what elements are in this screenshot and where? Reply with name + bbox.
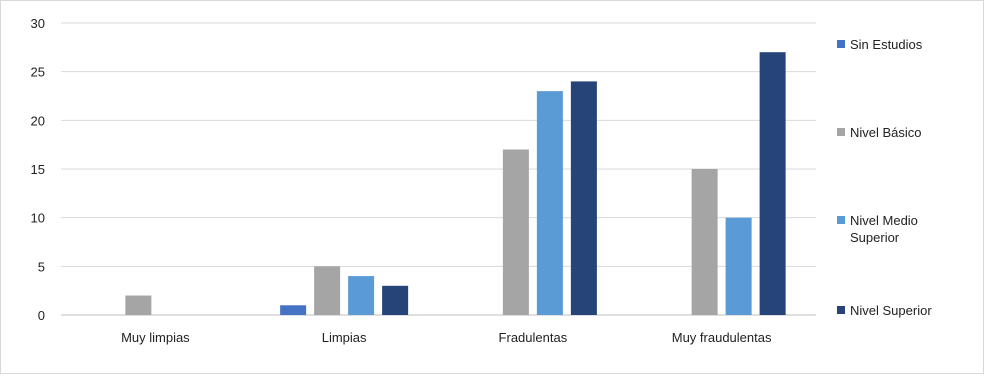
bar — [280, 305, 307, 315]
y-tick-label: 25 — [31, 65, 45, 80]
legend-swatch — [837, 128, 845, 136]
x-tick-label: Muy limpias — [121, 330, 190, 345]
y-tick-label: 20 — [31, 113, 45, 128]
bar — [725, 217, 752, 315]
gridlines — [61, 22, 816, 316]
bar — [759, 52, 786, 315]
bar — [570, 81, 597, 316]
legend-swatch — [837, 216, 845, 224]
bar — [125, 295, 152, 315]
legend-label: Nivel Superior — [850, 303, 932, 318]
y-axis-tick-labels: 0 5 10 15 20 25 30 — [31, 16, 45, 323]
bar — [536, 91, 563, 315]
bar — [691, 169, 718, 315]
legend-label: Sin Estudios — [850, 37, 923, 52]
y-tick-label: 30 — [31, 16, 45, 31]
x-tick-label: Fradulentas — [499, 330, 568, 345]
legend-label: Nivel Básico — [850, 125, 922, 140]
legend-swatch — [837, 40, 845, 48]
x-tick-label: Limpias — [322, 330, 367, 345]
y-tick-label: 15 — [31, 162, 45, 177]
x-axis-tick-labels: Muy limpias Limpias Fradulentas Muy fraudul… — [121, 330, 772, 345]
bar — [502, 149, 529, 315]
bar — [348, 276, 375, 315]
legend-label: Nivel Medio Superior — [850, 213, 918, 245]
legend-swatch — [837, 306, 845, 314]
bars — [125, 52, 786, 316]
legend: Sin Estudios Nivel Básico Nivel Medio Super… — [837, 37, 932, 318]
y-tick-label: 0 — [38, 308, 45, 323]
y-tick-label: 5 — [38, 259, 45, 274]
bar — [314, 266, 341, 315]
x-tick-label: Muy fraudulentas — [672, 330, 772, 345]
y-tick-label: 10 — [31, 211, 45, 226]
bar — [382, 285, 409, 315]
